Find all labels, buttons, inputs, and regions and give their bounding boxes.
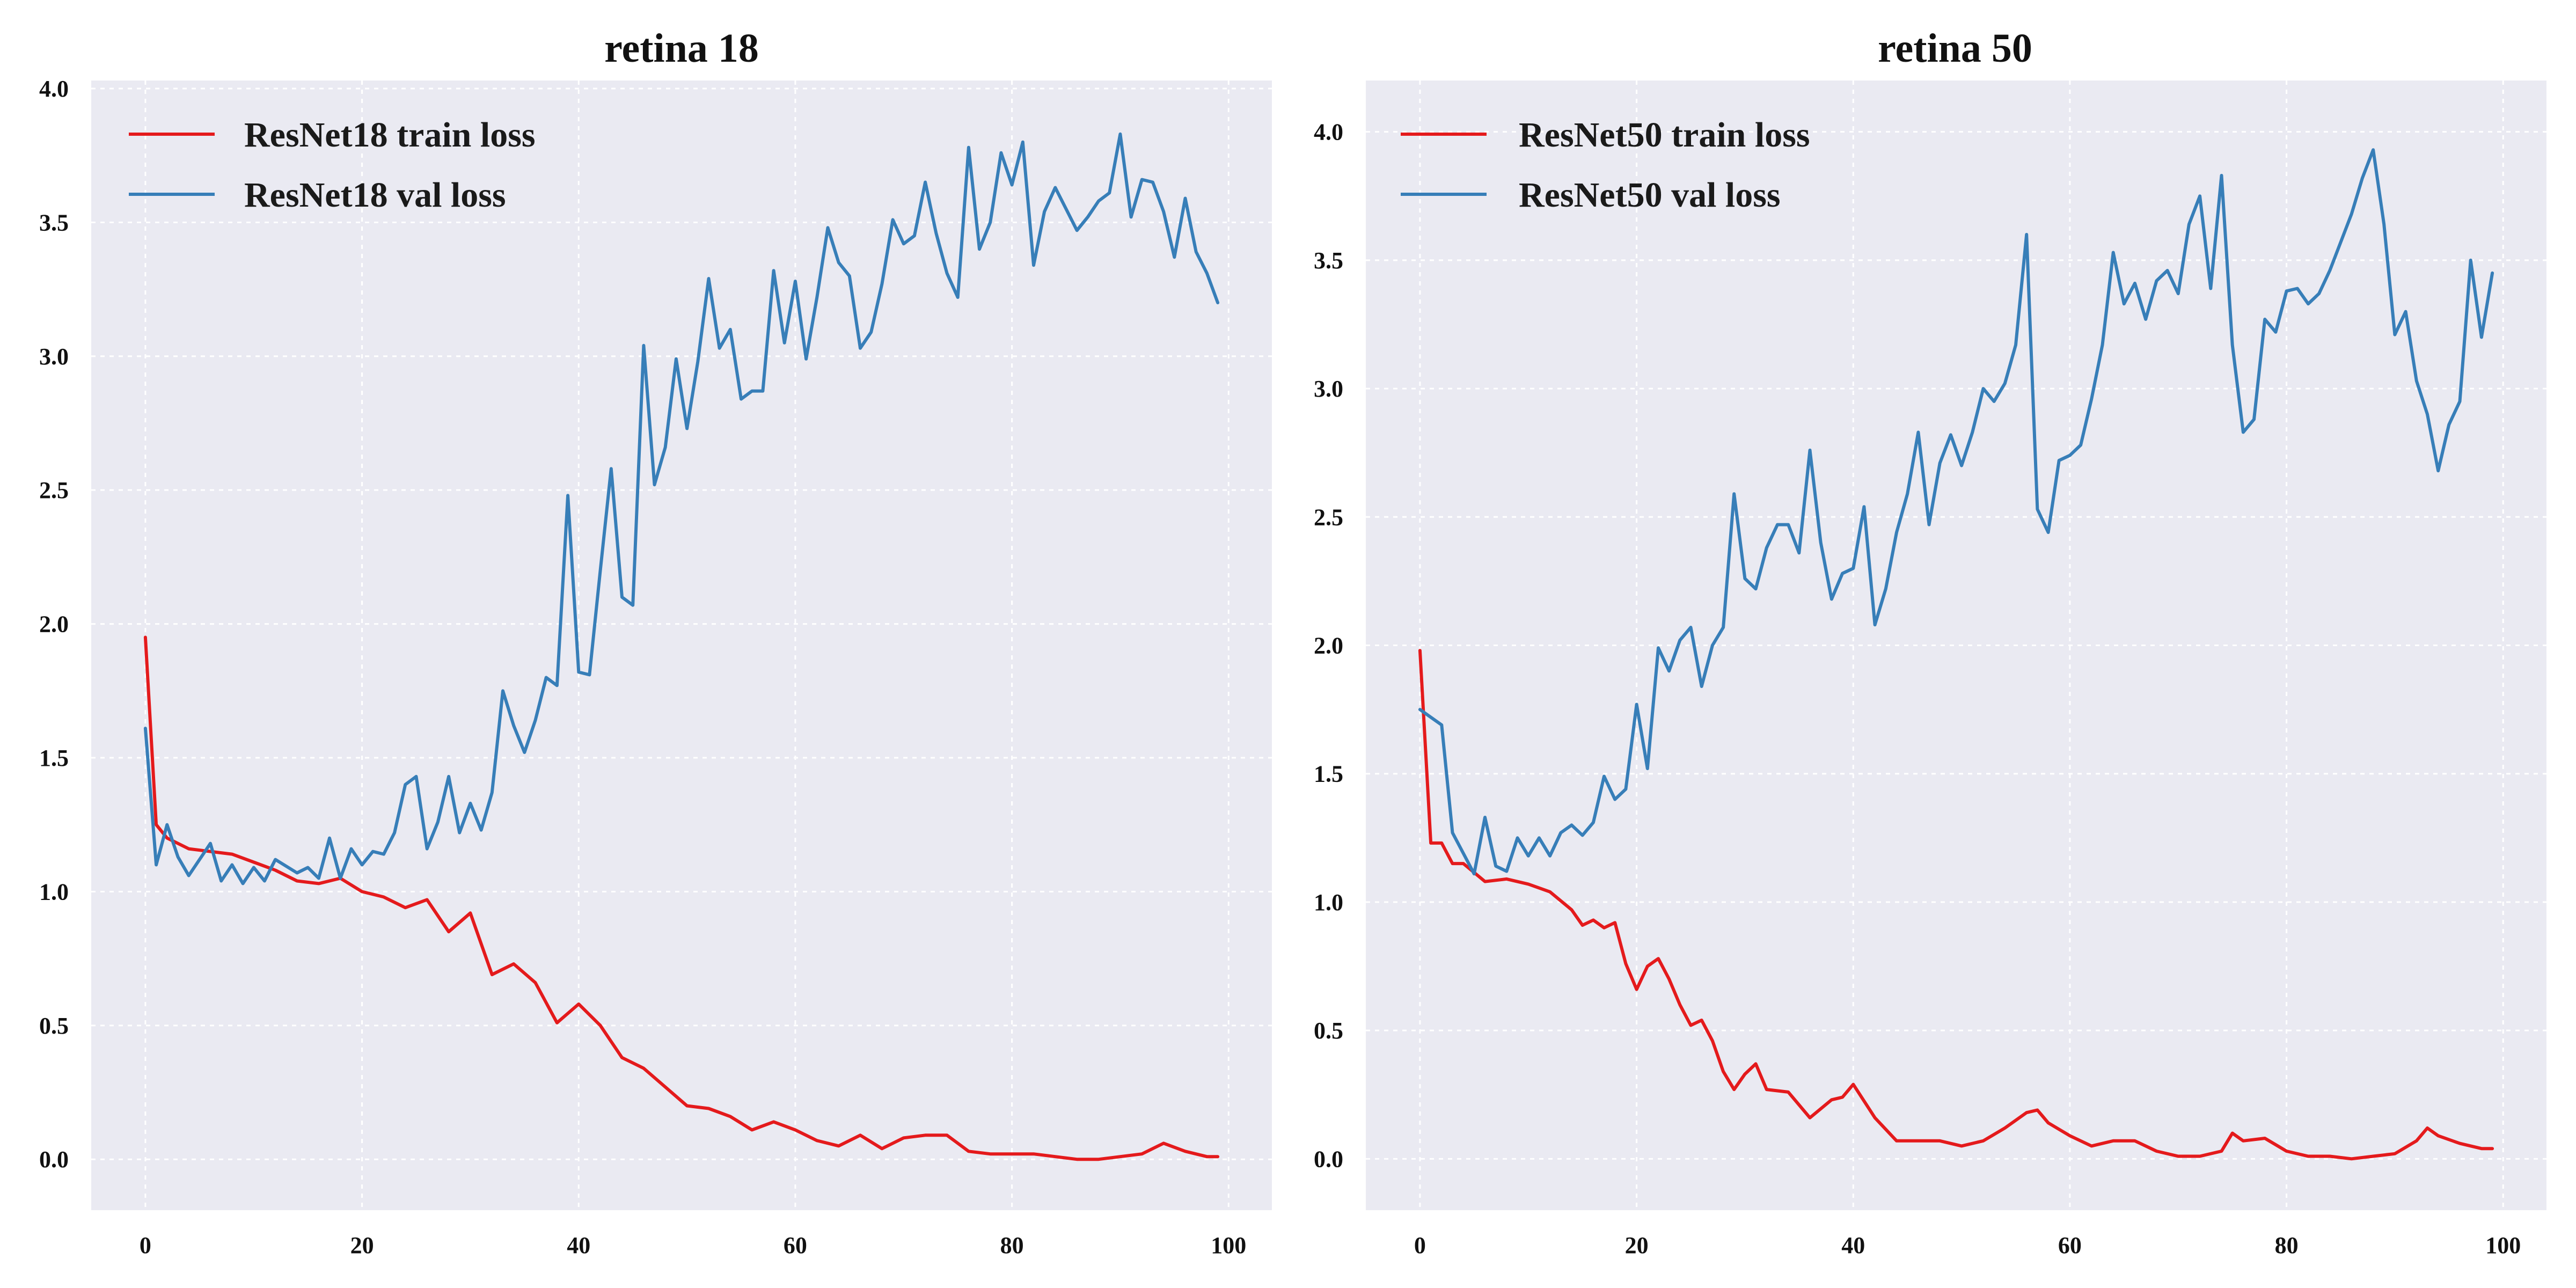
x-axis: 0 20 40 60 80 100 — [140, 1232, 1246, 1258]
chart-panel-retina-50: retina 50 0.0 0.5 1.0 1.5 2.0 2.5 3.0 3.5 4.0 0 2… — [1314, 26, 2546, 1258]
x-tick-label: 20 — [350, 1232, 374, 1258]
x-tick-label: 40 — [1841, 1232, 1865, 1258]
y-tick-label: 2.5 — [39, 477, 69, 503]
chart-title: retina 50 — [1878, 26, 2032, 71]
y-tick-label: 1.0 — [39, 879, 69, 905]
y-tick-label: 2.0 — [39, 611, 69, 638]
x-tick-label: 80 — [2275, 1232, 2299, 1258]
y-axis: 0.0 0.5 1.0 1.5 2.0 2.5 3.0 3.5 4.0 — [1314, 119, 1343, 1173]
y-tick-label: 0.5 — [1314, 1018, 1343, 1044]
legend-label-train: ResNet18 train loss — [244, 115, 536, 155]
legend: ResNet50 train loss ResNet50 val loss — [1401, 115, 1810, 215]
gridlines — [1366, 80, 2546, 1210]
series-val-loss-line — [143, 132, 1220, 885]
series-val-loss-line — [1418, 148, 2494, 876]
legend-label-train: ResNet50 train loss — [1519, 115, 1810, 155]
series-train-loss-line — [143, 635, 1220, 1161]
y-tick-label: 3.0 — [1314, 376, 1343, 402]
y-tick-label: 4.0 — [39, 76, 69, 102]
legend-label-val: ResNet18 val loss — [244, 175, 506, 215]
x-tick-label: 60 — [2058, 1232, 2082, 1258]
y-tick-label: 0.5 — [39, 1013, 69, 1039]
x-tick-label: 0 — [1414, 1232, 1426, 1258]
y-tick-label: 0.0 — [1314, 1146, 1343, 1172]
plot-area — [1366, 80, 2546, 1210]
chart-panel-retina-18: retina 18 0.0 0.5 1.0 1.5 2.0 2.5 3.0 3.5 4.0 0 2… — [39, 26, 1272, 1258]
series-layer — [1418, 148, 2494, 1161]
legend: ResNet18 train loss ResNet18 val loss — [129, 115, 536, 215]
y-tick-label: 1.5 — [39, 745, 69, 771]
x-tick-label: 100 — [2485, 1232, 2521, 1258]
y-tick-label: 3.5 — [39, 209, 69, 236]
x-axis: 0 20 40 60 80 100 — [1414, 1232, 2521, 1258]
series-train-loss-line — [1418, 649, 2494, 1161]
y-tick-label: 1.5 — [1314, 761, 1343, 787]
x-tick-label: 100 — [1211, 1232, 1246, 1258]
x-tick-label: 60 — [784, 1232, 807, 1258]
y-tick-label: 2.5 — [1314, 504, 1343, 530]
x-tick-label: 20 — [1625, 1232, 1649, 1258]
x-tick-label: 40 — [567, 1232, 590, 1258]
chart-title: retina 18 — [604, 26, 759, 71]
legend-label-val: ResNet50 val loss — [1519, 175, 1781, 215]
y-tick-label: 0.0 — [39, 1146, 69, 1173]
x-tick-label: 80 — [1000, 1232, 1024, 1258]
y-tick-label: 1.0 — [1314, 889, 1343, 916]
x-tick-label: 0 — [140, 1232, 151, 1258]
y-tick-label: 3.5 — [1314, 247, 1343, 274]
series-layer — [143, 132, 1220, 1161]
y-tick-label: 4.0 — [1314, 119, 1343, 145]
y-axis: 0.0 0.5 1.0 1.5 2.0 2.5 3.0 3.5 4.0 — [39, 76, 69, 1173]
gridlines — [91, 80, 1272, 1210]
plot-area — [91, 80, 1272, 1210]
y-tick-label: 3.0 — [39, 343, 69, 370]
y-tick-label: 2.0 — [1314, 633, 1343, 659]
